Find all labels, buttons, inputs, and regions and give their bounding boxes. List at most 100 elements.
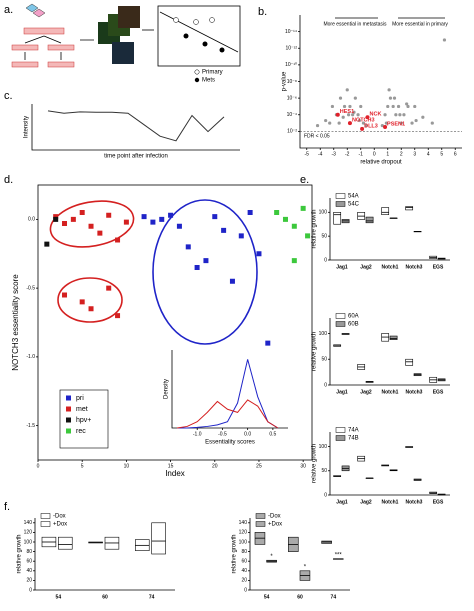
x-tick-label: 2: [400, 151, 403, 157]
axis: [329, 318, 450, 386]
legend-label: +Dox: [53, 522, 67, 528]
point: [388, 96, 393, 100]
x-tick-label: Notch1: [382, 264, 399, 270]
legend-swatch: [66, 395, 71, 401]
legend-swatch: [335, 201, 346, 207]
y-tick-label: 10⁻⁸: [287, 79, 297, 85]
point: [353, 96, 357, 100]
point: [159, 216, 165, 222]
point: [383, 113, 387, 117]
point: [150, 219, 156, 225]
x-tick-label: 15: [168, 463, 174, 469]
y-tick-label: 0.0: [28, 217, 35, 223]
range-box: [333, 212, 342, 225]
x-tick-label: -1.0: [193, 431, 202, 437]
range-box: [58, 536, 73, 550]
x-axis-label: time point after infection: [104, 154, 168, 160]
x-tick-label: Notch1: [382, 389, 399, 395]
y-axis-label: relative growth: [312, 332, 318, 371]
range-box: [365, 216, 374, 224]
y-tick-label: 40: [26, 568, 32, 574]
x-tick-label: 0.5: [269, 431, 276, 437]
y-tick-label: 50: [321, 468, 327, 474]
x-tick-label: Jag2: [360, 389, 372, 395]
x-tick-label: 5: [440, 151, 443, 157]
point: [168, 212, 174, 218]
x-tick-label: -2: [345, 151, 350, 157]
legend-label: rec: [76, 428, 86, 435]
y-tick-label: 10⁻¹²: [285, 46, 297, 52]
range-box: [381, 207, 390, 215]
x-axis-label: Essentiality scores: [205, 440, 255, 446]
point: [115, 237, 121, 243]
y-tick-label: -1.5: [26, 423, 35, 429]
plot-frame: [37, 184, 313, 461]
point: [176, 223, 182, 229]
point: [345, 88, 349, 92]
y-tick-label: 0: [324, 382, 327, 388]
y-tick-label: 10⁻⁴: [287, 112, 297, 118]
point: [106, 212, 112, 218]
point: [212, 214, 218, 220]
point: [359, 104, 363, 109]
y-tick-label: 100: [319, 444, 328, 450]
annotation: ***: [335, 552, 343, 558]
x-tick-label: 30: [300, 463, 306, 469]
point: [348, 104, 352, 109]
point: [53, 216, 59, 222]
y-axis-label: p-value: [282, 71, 288, 91]
range-box: [389, 335, 398, 340]
point: [387, 88, 391, 92]
y-tick-label: 80: [26, 549, 32, 555]
legend-swatch: [66, 417, 71, 423]
point-label: NOTCH3: [352, 118, 375, 124]
point: [335, 112, 340, 117]
range-box: [151, 522, 166, 555]
point: [338, 96, 343, 100]
legend-label: hpv+: [76, 417, 91, 424]
point: [44, 241, 50, 247]
y-axis-label: NOTCH3 essentiality score: [11, 274, 20, 371]
legend-swatch: [66, 428, 71, 434]
y-tick-label: 0: [244, 587, 247, 593]
legend-label: 54A: [348, 194, 359, 200]
y-axis-label: relative growth: [312, 444, 318, 483]
x-tick-label: Notch3: [406, 264, 423, 270]
axis: [31, 104, 240, 151]
y-axis-label: relative growth: [232, 534, 238, 573]
y-tick-label: 60: [26, 559, 32, 565]
point: [274, 210, 280, 215]
legend-swatch: [40, 521, 51, 527]
y-tick-label: 100: [319, 331, 328, 337]
y-tick-label: 40: [241, 568, 247, 574]
x-tick-label: -3: [332, 151, 337, 157]
point: [406, 104, 410, 109]
y-tick-label: 10⁻⁶: [287, 95, 297, 101]
point: [194, 265, 200, 270]
legend-swatch: [66, 406, 71, 412]
point: [386, 104, 390, 109]
y-tick-label: 60: [241, 559, 247, 565]
point: [328, 121, 332, 125]
x-tick-label: -0.5: [218, 431, 227, 437]
x-tick-label: 54: [264, 594, 270, 600]
x-tick-label: 60: [102, 594, 108, 600]
point: [360, 126, 365, 131]
x-axis-label: Index: [165, 469, 185, 478]
legend-label: 54C: [348, 202, 360, 208]
point-label: PSEN1: [387, 121, 405, 127]
axis: [299, 15, 462, 149]
x-tick-label: 74: [149, 594, 155, 600]
x-tick-label: -5: [305, 151, 310, 157]
schematic: [11, 3, 241, 83]
point: [337, 121, 341, 125]
point: [62, 292, 68, 298]
point: [402, 113, 406, 117]
point: [352, 110, 356, 114]
x-tick-label: Jag1: [336, 389, 348, 395]
point-label: NCK: [370, 112, 382, 118]
x-tick-label: 0: [37, 463, 40, 469]
x-tick-label: 5: [81, 463, 84, 469]
legend-label: 60B: [348, 322, 359, 328]
